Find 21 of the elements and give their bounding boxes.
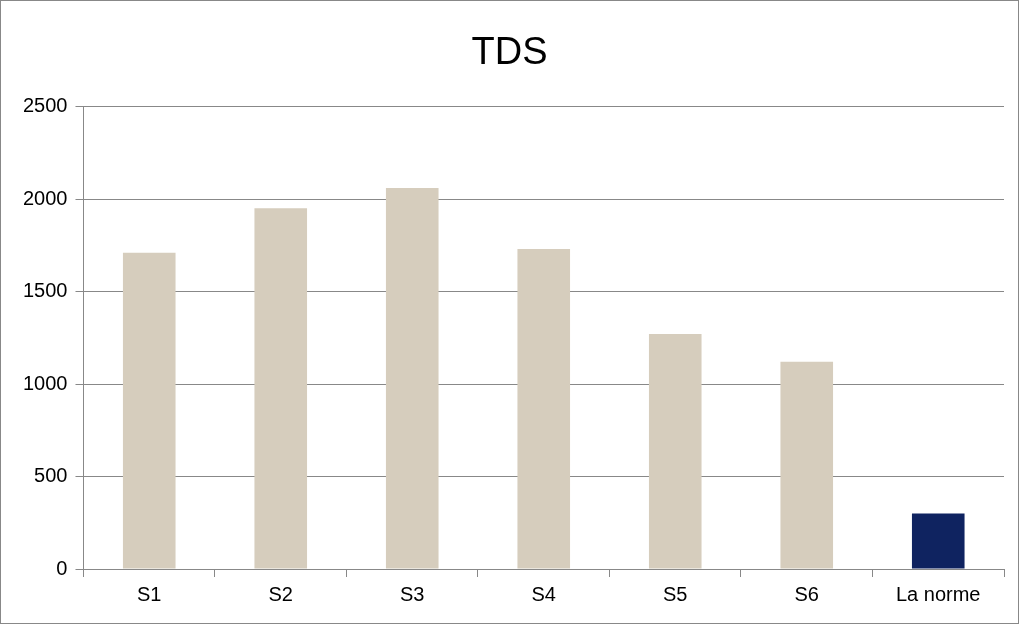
bar — [122, 252, 176, 569]
y-tick-label: 2000 — [22, 186, 68, 209]
bar — [648, 334, 702, 569]
x-tick-label: S2 — [268, 582, 293, 605]
x-tick-label: S3 — [400, 582, 425, 605]
x-tick-label: S4 — [531, 582, 556, 605]
y-tick-label: 1500 — [22, 279, 68, 302]
bar — [254, 208, 308, 569]
bar — [385, 187, 439, 569]
y-tick-label: 1000 — [22, 371, 68, 394]
x-tick-label: S6 — [794, 582, 819, 605]
y-tick-label: 0 — [56, 556, 68, 579]
x-tick-label: La norme — [896, 582, 981, 605]
bar — [911, 513, 965, 569]
bar — [780, 361, 834, 569]
chart-title: TDS — [471, 30, 548, 73]
y-tick-label: 500 — [34, 464, 68, 487]
bar — [517, 249, 571, 569]
x-tick-label: S1 — [137, 582, 162, 605]
y-tick-label: 2500 — [22, 94, 68, 117]
x-tick-label: S5 — [663, 582, 688, 605]
